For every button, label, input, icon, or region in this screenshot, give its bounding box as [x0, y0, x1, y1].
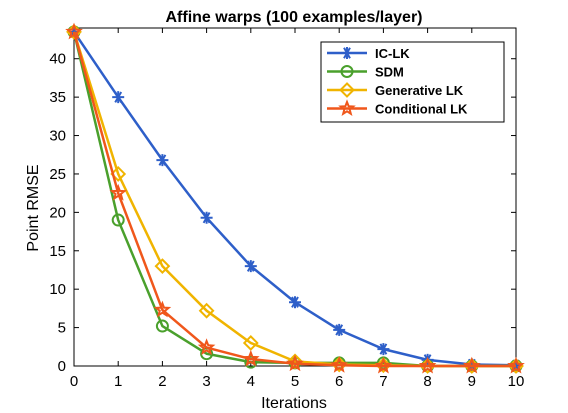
- legend-entry: SDM: [327, 65, 404, 80]
- data-point: [154, 258, 171, 275]
- data-point: [377, 343, 390, 356]
- data-point: [507, 356, 525, 374]
- y-tick-label: 30: [49, 128, 66, 145]
- x-axis-label: Iterations: [261, 395, 327, 412]
- y-tick-label: 40: [49, 51, 66, 68]
- legend-marker: [338, 99, 356, 116]
- x-tick-label: 2: [158, 373, 166, 390]
- data-point: [244, 355, 258, 369]
- legend-marker: [341, 47, 353, 59]
- legend-entry: Generative LK: [327, 82, 464, 98]
- data-point: [330, 355, 349, 373]
- x-tick-label: 7: [379, 373, 387, 390]
- y-axis-label: Point RMSE: [25, 164, 42, 251]
- data-point: [200, 211, 213, 224]
- legend-marker: [339, 82, 355, 98]
- y-tick-label: 0: [58, 358, 66, 375]
- data-point: [153, 300, 172, 318]
- data-point: [110, 166, 127, 182]
- y-tick-label: 20: [49, 204, 66, 221]
- x-tick-label: 4: [247, 373, 255, 390]
- y-tick-label: 5: [58, 320, 66, 337]
- data-point: [155, 319, 169, 333]
- x-tick-label: 9: [468, 373, 476, 390]
- x-tick-label: 6: [335, 373, 343, 390]
- x-tick-label: 8: [423, 373, 431, 390]
- legend-entry: Conditional LK: [327, 99, 468, 117]
- data-point: [156, 154, 169, 167]
- data-point: [463, 356, 481, 374]
- legend-marker: [340, 65, 354, 78]
- y-tick-label: 25: [49, 166, 66, 183]
- data-point: [374, 356, 393, 374]
- data-point: [109, 183, 128, 201]
- legend-label: IC-LK: [375, 46, 410, 61]
- x-tick-label: 0: [70, 373, 78, 390]
- plot-area: 0 1 2 3 4 5 6 7 8 9 10 0 5 10 15 20 25 30 35 40: [49, 22, 525, 390]
- legend-label: SDM: [375, 65, 404, 80]
- data-point: [242, 335, 259, 351]
- data-point: [241, 349, 260, 367]
- data-point: [65, 22, 83, 40]
- x-tick-label: 3: [202, 373, 210, 390]
- x-tick-label: 10: [508, 373, 525, 390]
- y-tick-label: 35: [49, 89, 66, 106]
- data-point: [286, 354, 304, 372]
- y-tick-label: 10: [49, 281, 66, 298]
- data-point: [111, 213, 125, 227]
- legend-label: Generative LK: [375, 83, 464, 98]
- data-point: [198, 302, 215, 319]
- series-line: [72, 31, 516, 368]
- y-tick-label: 15: [49, 243, 66, 260]
- chart-title: Affine warps (100 examples/layer): [165, 9, 422, 26]
- data-point: [287, 353, 303, 370]
- data-point: [112, 91, 125, 104]
- legend-entry: IC-LK: [327, 46, 410, 61]
- series-conditional-lk: [65, 22, 525, 374]
- data-point: [289, 296, 301, 309]
- data-point: [244, 260, 257, 273]
- data-point: [333, 323, 346, 336]
- legend-label: Conditional LK: [375, 102, 468, 117]
- x-tick-label: 5: [291, 373, 299, 390]
- legend: IC-LK SDM Generative LK Conditional LK: [320, 41, 505, 123]
- x-tick-label: 1: [114, 373, 122, 390]
- data-point: [418, 356, 437, 374]
- data-point: [197, 338, 216, 356]
